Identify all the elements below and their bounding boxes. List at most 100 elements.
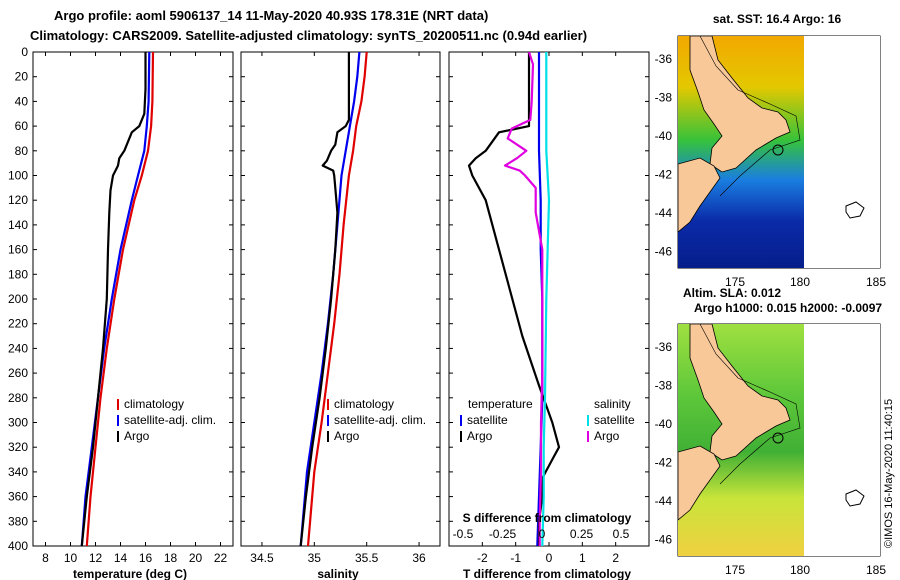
sla-argo-position-marker bbox=[772, 432, 784, 444]
series-line-salinity-argo bbox=[503, 52, 544, 546]
map-lon-label: 180 bbox=[790, 563, 810, 577]
figure-title-line1: Argo profile: aoml 5906137_14 11-May-202… bbox=[54, 8, 488, 23]
depth-tick-label: 40 bbox=[15, 94, 29, 108]
map-lat-label: -42 bbox=[655, 456, 673, 470]
depth-tick-label: 180 bbox=[8, 267, 28, 281]
x-tick-label: -1 bbox=[510, 551, 521, 565]
x-tick-label: 35.5 bbox=[355, 551, 379, 565]
temperature-panel-frame bbox=[32, 51, 234, 547]
sst-north-island bbox=[689, 36, 791, 173]
depth-tick-label: 280 bbox=[8, 391, 28, 405]
difference-x-axis-label: T difference from climatology bbox=[463, 567, 631, 580]
x-tick-label: 16 bbox=[139, 551, 153, 565]
map-lat-label: -36 bbox=[655, 340, 673, 354]
sst-south-island bbox=[678, 157, 721, 233]
map-lon-label: 185 bbox=[866, 563, 886, 577]
salinity-axis-ticks bbox=[241, 51, 440, 547]
x-tick-label: -2 bbox=[477, 551, 488, 565]
map-lat-label: -46 bbox=[655, 533, 673, 547]
sst-map-tick-labels: 175 180 185 -36 -38 -40 -42 -44 -46 bbox=[655, 52, 887, 289]
temperature-panel: 8 10 12 14 16 18 20 22 temperature (deg C) clim… bbox=[32, 51, 234, 580]
series-line-temperature-argo bbox=[467, 52, 561, 546]
x-tick-label: 12 bbox=[89, 551, 103, 565]
legend-label-climatology: climatology bbox=[124, 397, 184, 411]
depth-tick-label: 340 bbox=[8, 465, 28, 479]
difference-legend: temperature satellite Argo salinity sate… bbox=[460, 397, 635, 443]
sla-map-tick-labels: 175 180 185 -36 -38 -40 -42 -44 -46 bbox=[655, 340, 887, 577]
depth-tick-label: 200 bbox=[8, 292, 28, 306]
s-tick-label: -0.5 bbox=[453, 527, 474, 541]
x-tick-label: 36 bbox=[412, 551, 426, 565]
difference-top-x-axis-label: S difference from climatology bbox=[463, 511, 632, 525]
depth-tick-label: 220 bbox=[8, 317, 28, 331]
map-lon-label: 180 bbox=[790, 275, 810, 289]
difference-s-tick-labels: -0.5 -0.25 0 0.25 0.5 bbox=[453, 527, 630, 541]
legend-label-argo: Argo bbox=[334, 429, 360, 443]
sla-map-land-ocean-boundary bbox=[804, 324, 880, 556]
sst-map-land-ocean-boundary bbox=[804, 36, 880, 268]
x-tick-label: 34.5 bbox=[250, 551, 274, 565]
depth-tick-label: 300 bbox=[8, 416, 28, 430]
depth-tick-label: 140 bbox=[8, 218, 28, 232]
salinity-series bbox=[299, 52, 368, 546]
sla-south-island bbox=[678, 445, 721, 521]
x-tick-label: 14 bbox=[114, 551, 128, 565]
series-line-salinity-satellite bbox=[541, 52, 551, 546]
x-tick-label: 35 bbox=[308, 551, 322, 565]
x-tick-label: 2 bbox=[612, 551, 619, 565]
temperature-axis-ticks bbox=[33, 51, 233, 547]
difference-series bbox=[467, 52, 561, 546]
salinity-panel: 34.5 35 35.5 36 salinity climatology satell… bbox=[240, 51, 441, 580]
temperature-series bbox=[80, 52, 155, 546]
x-tick-label: 8 bbox=[42, 551, 49, 565]
map-lat-label: -38 bbox=[655, 91, 673, 105]
s-tick-label: 0.5 bbox=[613, 527, 630, 541]
x-tick-label: 10 bbox=[64, 551, 78, 565]
s-tick-label: 0 bbox=[539, 527, 546, 541]
imos-credit: ©IMOS 16-May-2020 11:40:15 bbox=[883, 399, 895, 548]
legend-label-satellite-adj: satellite-adj. clim. bbox=[334, 413, 426, 427]
legend-label-temperature-argo: Argo bbox=[467, 429, 493, 443]
salinity-x-tick-labels: 34.5 35 35.5 36 bbox=[250, 551, 426, 565]
x-tick-label: 0 bbox=[546, 551, 553, 565]
depth-tick-label: 400 bbox=[8, 539, 28, 553]
x-tick-label: 18 bbox=[164, 551, 178, 565]
map-lat-label: -40 bbox=[655, 129, 673, 143]
s-tick-label: 0.25 bbox=[570, 527, 594, 541]
difference-panel: -2 -1 0 1 2 -0.5 -0.25 0 0.25 0.5 S difference f… bbox=[448, 51, 650, 580]
series-line-climatology bbox=[306, 52, 368, 546]
depth-tick-label: 360 bbox=[8, 490, 28, 504]
legend-label-salinity-argo: Argo bbox=[594, 429, 620, 443]
sla-chatham-island bbox=[845, 489, 865, 507]
sla-map: Altim. SLA: 0.012 Argo h1000: 0.015 h200… bbox=[655, 286, 887, 577]
difference-panel-frame bbox=[448, 51, 650, 547]
salinity-x-axis-label: salinity bbox=[317, 567, 359, 580]
map-lat-label: -38 bbox=[655, 379, 673, 393]
map-lat-label: -42 bbox=[655, 168, 673, 182]
depth-tick-label: 240 bbox=[8, 341, 28, 355]
map-lon-label: 185 bbox=[866, 275, 886, 289]
temperature-legend: climatology satellite-adj. clim. Argo bbox=[117, 397, 216, 443]
depth-tick-label: 60 bbox=[15, 119, 29, 133]
legend-label-temperature-satellite: satellite bbox=[467, 413, 508, 427]
depth-axis-labels: 0 20 40 60 80 100 120 140 160 180 200 220 240 260 280 3… bbox=[8, 45, 28, 553]
depth-tick-label: 380 bbox=[8, 514, 28, 528]
series-line-satellite-adj-clim- bbox=[80, 52, 151, 546]
legend-label-salinity-satellite: satellite bbox=[594, 413, 635, 427]
map-lat-label: -40 bbox=[655, 417, 673, 431]
depth-tick-label: 0 bbox=[21, 45, 28, 59]
map-lat-label: -44 bbox=[655, 206, 673, 220]
temperature-x-axis-label: temperature (deg C) bbox=[73, 567, 187, 580]
difference-axis-ticks bbox=[449, 51, 649, 547]
map-lon-label: 175 bbox=[725, 275, 745, 289]
figure-title-line2: Climatology: CARS2009. Satellite-adjuste… bbox=[30, 28, 587, 43]
series-line-argo bbox=[80, 52, 147, 546]
salinity-panel-frame bbox=[240, 51, 441, 547]
map-lon-label: 175 bbox=[725, 563, 745, 577]
depth-tick-label: 80 bbox=[15, 144, 29, 158]
x-tick-label: 1 bbox=[579, 551, 586, 565]
map-lat-label: -36 bbox=[655, 52, 673, 66]
salinity-legend: climatology satellite-adj. clim. Argo bbox=[327, 397, 426, 443]
legend-label-satellite-adj: satellite-adj. clim. bbox=[124, 413, 216, 427]
